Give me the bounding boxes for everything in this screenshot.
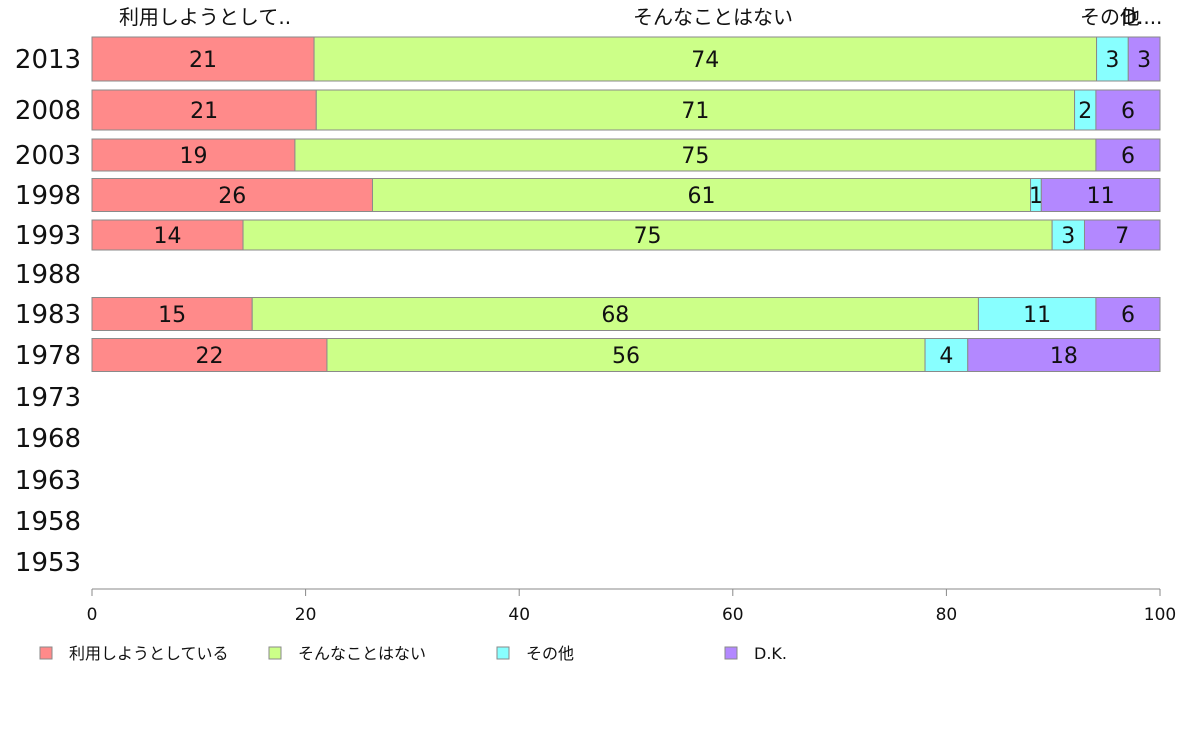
bar-label-1993-series-4: 7 [1115, 224, 1129, 249]
year-label-1993: 1993 [15, 221, 81, 251]
bar-1978-series-1 [91, 338, 328, 372]
x-tick-label-40: 40 [508, 605, 530, 625]
bar-label-1993-series-2: 75 [634, 224, 662, 249]
bar-label-1993-series-3: 3 [1061, 224, 1075, 249]
bar-label-1978-series-4: 18 [1050, 344, 1078, 369]
year-label-1963: 1963 [15, 466, 81, 496]
bar-2003-series-2 [294, 138, 1097, 172]
bar-1998-series-4 [1040, 178, 1161, 212]
year-label-2003: 2003 [15, 141, 81, 171]
bar-1983-series-2 [251, 297, 979, 331]
year-label-1958: 1958 [15, 507, 81, 537]
bar-label-1983-series-2: 68 [601, 303, 629, 328]
bar-label-2008-series-4: 6 [1121, 99, 1135, 124]
bar-label-2008-series-1: 21 [190, 99, 218, 124]
bar-label-2008-series-2: 71 [681, 99, 709, 124]
bar-label-1983-series-1: 15 [158, 303, 186, 328]
year-label-1988: 1988 [15, 260, 81, 290]
bar-1983-series-4 [1095, 297, 1161, 331]
legend-label-3: その他 [526, 644, 574, 663]
bar-label-1983-series-3: 11 [1023, 303, 1051, 328]
column-label-4: D.... [1122, 5, 1163, 29]
bar-1983-series-1 [91, 297, 253, 331]
column-labels: 利用しようとして.. そんなことはない その他 D.... [119, 5, 1162, 29]
year-label-1998: 1998 [15, 181, 81, 211]
year-labels: 2013 2008 2003 1998 1993 1988 1983 1978 1973 1968… [15, 45, 81, 578]
bar-label-1998-series-4: 11 [1087, 184, 1115, 209]
legend: 利用しようとしている そんなことはない その他 D.K. [39, 644, 787, 663]
bar-2003-series-4 [1095, 138, 1161, 172]
bar-2008-series-2 [315, 89, 1076, 131]
bar-label-2003-series-4: 6 [1121, 144, 1135, 169]
year-label-2008: 2008 [15, 96, 81, 126]
bar-1993-series-4 [1083, 219, 1161, 251]
bar-1983-series-3 [977, 297, 1097, 331]
bar-1998-series-1 [91, 178, 373, 212]
bar-1993-series-2 [242, 219, 1053, 251]
bar-label-1998-series-2: 61 [688, 184, 716, 209]
bar-label-1978-series-2: 56 [612, 344, 640, 369]
bar-1978-series-2 [326, 338, 926, 372]
legend-swatch-3 [496, 646, 510, 660]
bar-label-2013-series-3: 3 [1105, 48, 1119, 73]
bar-label-2013-series-1: 21 [189, 48, 217, 73]
legend-swatch-1 [39, 646, 53, 660]
x-tick-label-20: 20 [295, 605, 317, 625]
column-label-2: そんなことはない [633, 5, 793, 29]
year-label-1973: 1973 [15, 383, 81, 413]
legend-swatch-2 [268, 646, 282, 660]
bar-label-2003-series-1: 19 [179, 144, 207, 169]
bar-2013-series-1 [91, 36, 315, 82]
bar-label-2013-series-4: 3 [1137, 48, 1151, 73]
bar-1998-series-2 [371, 178, 1032, 212]
legend-label-2: そんなことはない [298, 644, 426, 663]
bar-2013-series-3 [1096, 36, 1129, 82]
year-label-2013: 2013 [15, 45, 81, 75]
bar-label-1993-series-1: 14 [154, 224, 182, 249]
bar-2008-series-1 [91, 89, 317, 131]
x-tick-label-80: 80 [936, 605, 958, 625]
legend-label-4: D.K. [754, 644, 787, 663]
column-label-1: 利用しようとして.. [119, 5, 291, 29]
year-label-1983: 1983 [15, 300, 81, 330]
bar-label-2013-series-2: 74 [691, 48, 719, 73]
x-axis: 0 20 40 60 80 100 [87, 588, 1176, 625]
x-tick-label-100: 100 [1144, 605, 1176, 625]
bar-2003-series-1 [91, 138, 296, 172]
year-label-1968: 1968 [15, 424, 81, 454]
bar-1993-series-1 [91, 219, 244, 251]
year-label-1978: 1978 [15, 341, 81, 371]
bar-2013-series-2 [313, 36, 1098, 82]
bar-label-1998-series-1: 26 [218, 184, 246, 209]
bar-label-1983-series-4: 6 [1121, 303, 1135, 328]
year-label-1953: 1953 [15, 548, 81, 578]
bar-label-1978-series-1: 22 [195, 344, 223, 369]
bar-label-1998-series-3: 1 [1029, 184, 1043, 209]
bar-label-2003-series-2: 75 [681, 144, 709, 169]
x-tick-label-60: 60 [722, 605, 744, 625]
column-label-3: その他 [1080, 5, 1140, 29]
legend-swatch-4 [724, 646, 738, 660]
bar-2008-series-4 [1095, 89, 1161, 131]
bar-1978-series-3 [924, 338, 969, 372]
bar-1978-series-4 [967, 338, 1161, 372]
legend-label-1: 利用しようとしている [69, 644, 229, 663]
bar-label-2008-series-3: 2 [1078, 99, 1092, 124]
x-tick-label-0: 0 [87, 605, 98, 625]
bar-label-1978-series-3: 4 [939, 344, 953, 369]
bar-2013-series-4 [1127, 36, 1161, 82]
